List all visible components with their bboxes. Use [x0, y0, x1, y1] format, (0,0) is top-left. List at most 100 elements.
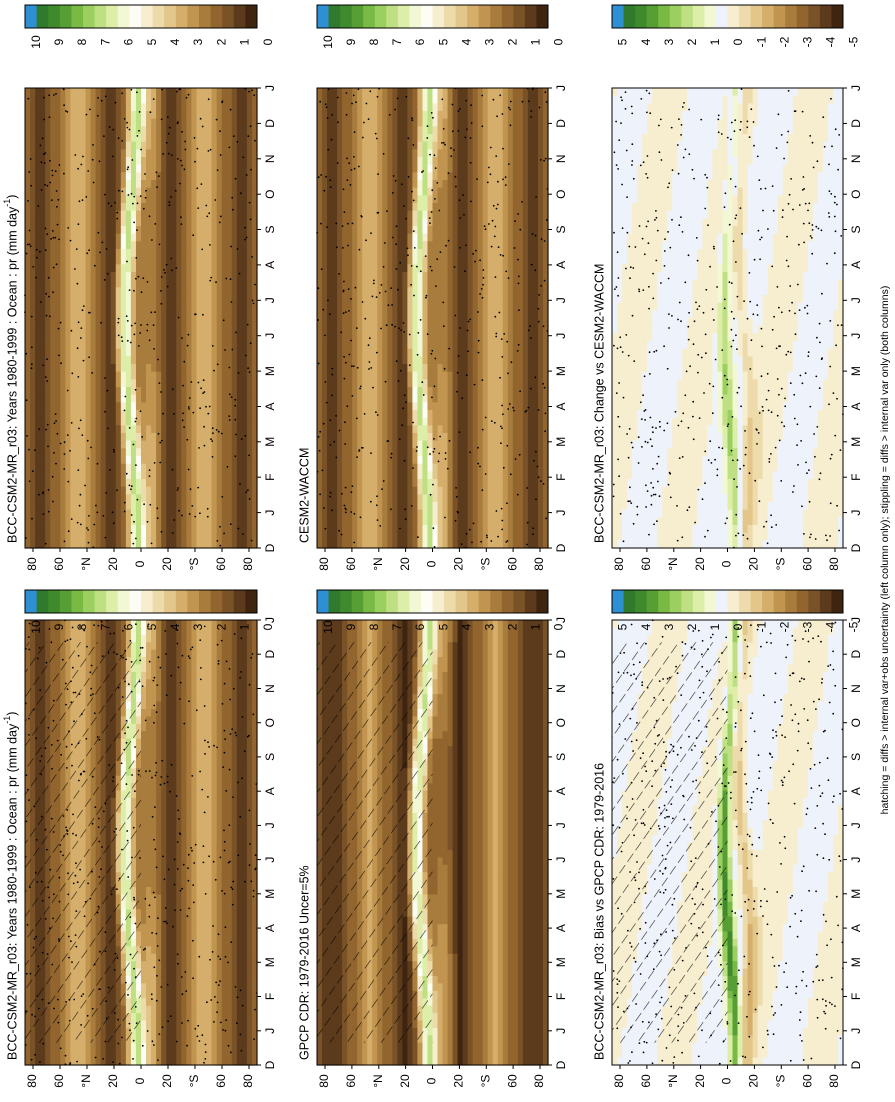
field-cell	[111, 533, 117, 541]
field-cell	[80, 533, 86, 541]
field-cell	[106, 318, 112, 326]
field-cell	[141, 471, 147, 479]
stipple-dot	[207, 516, 209, 518]
field-cell	[417, 395, 423, 403]
field-cell	[332, 326, 338, 334]
field-cell	[433, 249, 439, 257]
field-cell	[212, 326, 218, 334]
field-cell	[337, 149, 343, 157]
field-cell	[202, 502, 208, 510]
field-cell	[417, 188, 423, 196]
field-cell	[377, 410, 383, 418]
stipple-dot	[216, 119, 218, 121]
field-cell	[141, 172, 147, 180]
stipple-dot	[170, 196, 172, 198]
field-cell	[116, 226, 122, 234]
field-cell	[217, 464, 223, 472]
field-cell	[387, 96, 393, 104]
field-cell	[191, 448, 197, 456]
field-cell	[433, 471, 439, 479]
field-cell	[131, 295, 137, 303]
field-cell	[136, 333, 142, 341]
stipple-dot	[63, 89, 65, 91]
field-cell	[412, 272, 418, 280]
stipple-dot	[154, 462, 156, 464]
field-cell	[227, 165, 233, 173]
field-cell	[237, 96, 243, 104]
field-cell	[237, 395, 243, 403]
field-cell	[136, 149, 142, 157]
field-cell	[207, 341, 213, 349]
field-cell	[332, 517, 338, 525]
field-cell	[191, 149, 197, 157]
field-cell	[322, 517, 328, 525]
field-cell	[60, 303, 66, 311]
field-cell	[171, 295, 177, 303]
field-cell	[362, 540, 368, 548]
stipple-dot	[88, 249, 90, 251]
field-cell	[397, 157, 403, 165]
field-cell	[332, 157, 338, 165]
field-cell	[377, 433, 383, 441]
field-cell	[80, 88, 86, 96]
field-cell	[181, 226, 187, 234]
field-cell	[387, 379, 393, 387]
field-cell	[131, 487, 137, 495]
field-cell	[422, 142, 428, 150]
field-cell	[387, 119, 393, 127]
field-cell	[217, 479, 223, 487]
stipple-dot	[38, 494, 40, 496]
field-cell	[202, 272, 208, 280]
field-cell	[217, 188, 223, 196]
stipple-dot	[135, 389, 137, 391]
field-cell	[438, 356, 444, 364]
stipple-dot	[57, 224, 59, 226]
field-cell	[121, 287, 127, 295]
field-cell	[448, 88, 454, 96]
field-cell	[146, 142, 152, 150]
field-cell	[30, 533, 36, 541]
stipple-dot	[173, 519, 175, 521]
stipple-dot	[85, 196, 87, 198]
field-cell	[357, 157, 363, 165]
stipple-dot	[211, 440, 213, 442]
field-cell	[412, 287, 418, 295]
field-cell	[438, 487, 444, 495]
stipple-dot	[177, 487, 179, 489]
field-cell	[227, 448, 233, 456]
field-cell	[232, 111, 238, 119]
field-cell	[397, 502, 403, 510]
field-cell	[347, 372, 353, 380]
field-cell	[40, 349, 46, 357]
stipple-dot	[212, 456, 214, 458]
field-cell	[207, 195, 213, 203]
field-cell	[438, 264, 444, 272]
field-cell	[75, 356, 81, 364]
field-cell	[342, 264, 348, 272]
stipple-dot	[216, 540, 218, 542]
field-cell	[186, 149, 192, 157]
field-cell	[126, 149, 132, 157]
field-cell	[156, 226, 162, 234]
month-tick-label: J	[263, 333, 277, 339]
field-cell	[50, 264, 56, 272]
field-cell	[91, 356, 97, 364]
field-cell	[417, 142, 423, 150]
field-cell	[367, 441, 373, 449]
field-cell	[347, 487, 353, 495]
field-cell	[186, 257, 192, 265]
field-cell	[412, 540, 418, 548]
field-cell	[111, 226, 117, 234]
field-cell	[322, 126, 328, 134]
field-cell	[151, 441, 157, 449]
field-cell	[75, 119, 81, 127]
field-cell	[35, 218, 41, 226]
field-cell	[402, 433, 408, 441]
stipple-dot	[248, 91, 250, 93]
field-cell	[397, 310, 403, 318]
field-cell	[438, 234, 444, 242]
field-cell	[407, 471, 413, 479]
field-cell	[96, 272, 102, 280]
field-cell	[166, 494, 172, 502]
field-cell	[111, 471, 117, 479]
